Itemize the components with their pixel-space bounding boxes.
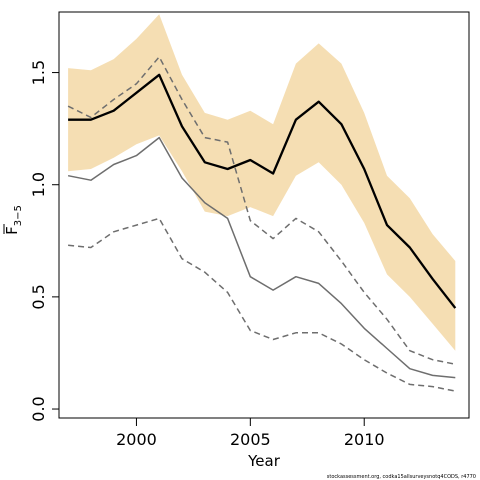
series-line-lowest-dashed-line [68,217,456,392]
y-axis-title-main: F [3,226,21,235]
credit-text: stockassessment.org, codka15allsurveysno… [327,474,476,480]
x-axis-title: Year [247,452,281,470]
series-line-estimate-line [68,73,457,309]
x-tick-label: 2005 [230,430,271,449]
y-axis: 0.0 0.5 1.0 1.5 [29,60,60,422]
svg-text:F3−5: F3−5 [3,205,24,235]
series-lines-layer [67,56,457,392]
confidence-band-layer [68,14,456,351]
series-line-lower-solid-line [67,136,456,379]
x-tick-label: 2000 [116,430,157,449]
y-tick-label: 1.0 [29,172,48,197]
y-tick-label: 0.0 [29,396,48,421]
x-tick-label: 2010 [344,430,385,449]
y-axis-title: F3−5 [3,205,24,235]
confidence-band [68,14,456,351]
y-tick-label: 0.5 [29,284,48,309]
y-axis-title-sub: 3−5 [13,205,24,226]
x-axis: 2000 2005 2010 [116,417,385,449]
y-tick-label: 1.5 [29,60,48,85]
